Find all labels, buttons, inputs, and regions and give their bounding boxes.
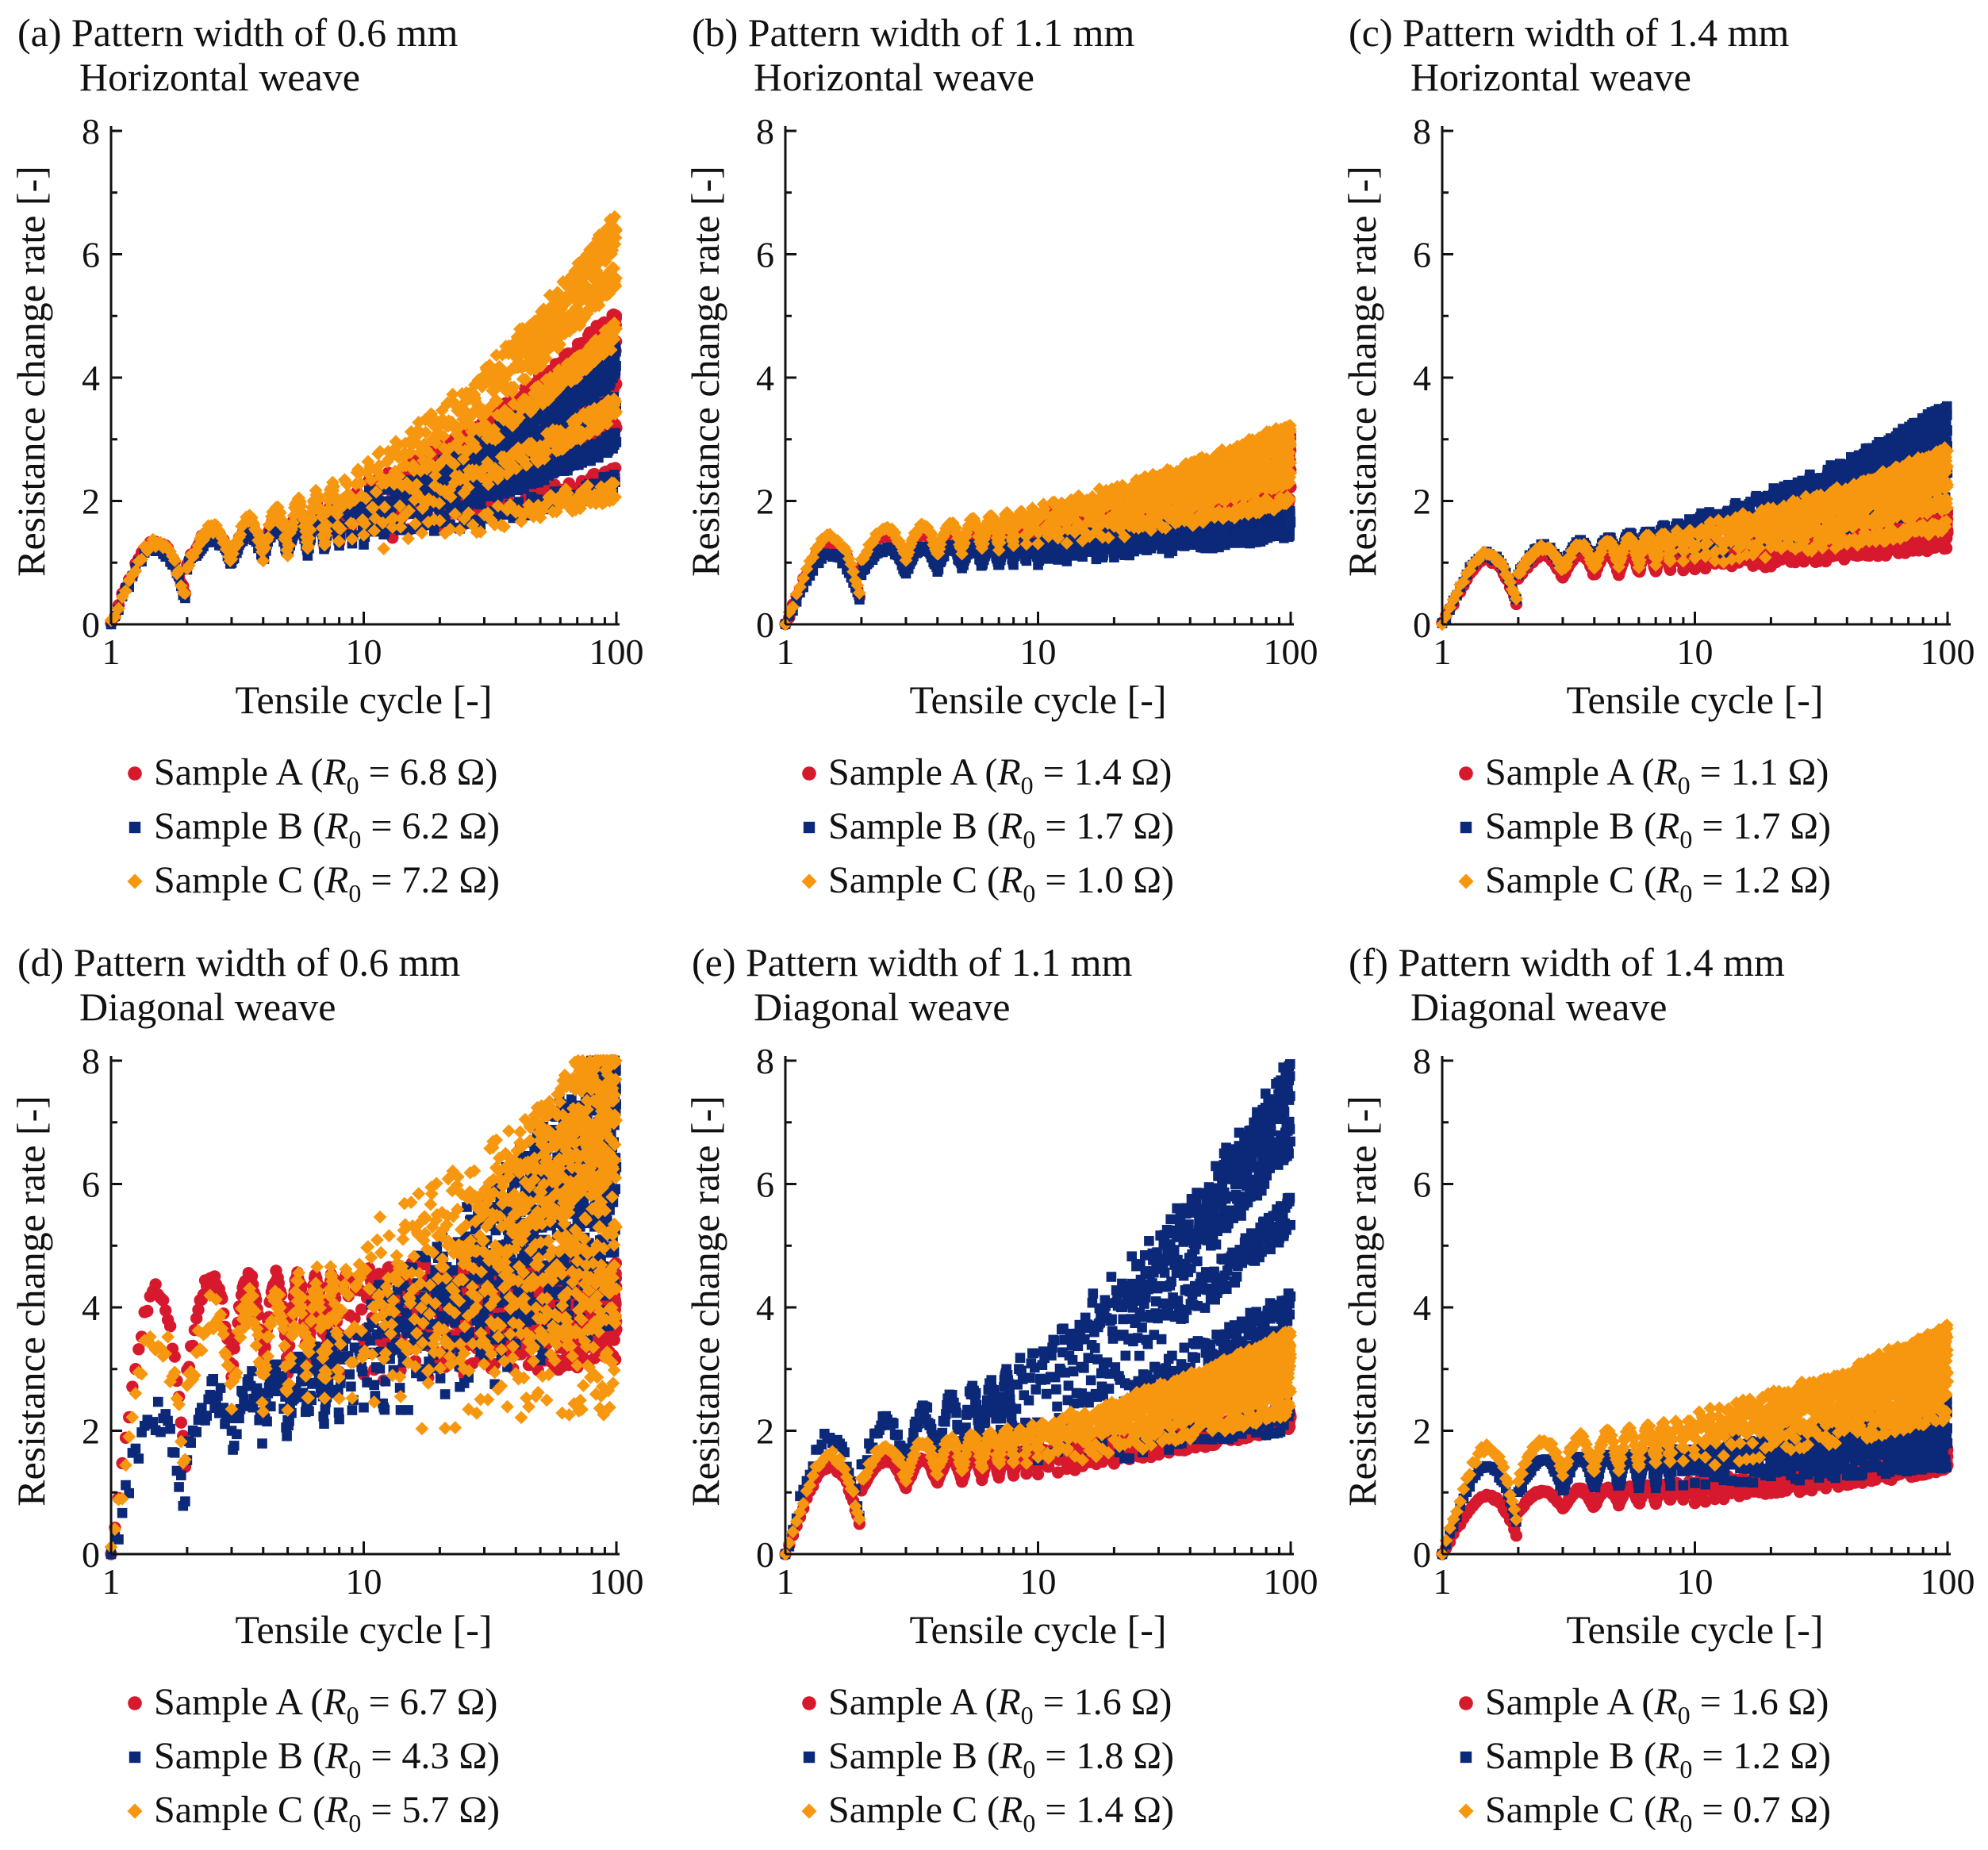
- x-tick-label: 10: [346, 631, 382, 672]
- legend-entry: Sample C (R0 = 7.2 Ω): [127, 859, 500, 908]
- data-point: [611, 437, 622, 447]
- x-tick-label: 1: [102, 631, 121, 672]
- y-tick-label: 6: [82, 235, 100, 275]
- data-point: [127, 873, 143, 889]
- panel-subtitle: Horizontal weave: [79, 55, 360, 99]
- legend-entry: Sample B (R0 = 6.2 Ω): [129, 805, 500, 854]
- data-point: [377, 542, 391, 555]
- y-tick-label: 4: [82, 358, 100, 398]
- scatter-points: [778, 419, 1298, 631]
- data-point: [610, 428, 620, 439]
- y-axis-label: Resistance change rate [-]: [9, 166, 53, 577]
- data-point: [129, 821, 141, 834]
- data-point: [611, 361, 621, 371]
- data-point: [1008, 559, 1019, 570]
- data-point: [128, 766, 142, 781]
- panel-title: (b) Pattern width of 1.1 mm: [692, 10, 1134, 55]
- y-tick-label: 2: [82, 482, 100, 522]
- legend-label: Sample A (R0 = 6.8 Ω): [154, 751, 497, 800]
- legend-label: Sample B (R0 = 6.2 Ω): [154, 805, 500, 854]
- legend: Sample A (R0 = 6.8 Ω) Sample B (R0 = 6.2 …: [127, 751, 500, 908]
- panel-subtitle: Horizontal weave: [754, 55, 1034, 99]
- panel-title: (a) Pattern width of 0.6 mm: [17, 10, 459, 55]
- y-tick-label: 0: [82, 605, 100, 645]
- x-axis-label: Tensile cycle [-]: [235, 677, 492, 722]
- y-tick-label: 8: [82, 111, 100, 152]
- legend-entry: Sample A (R0 = 6.8 Ω): [128, 751, 497, 800]
- legend-label: Sample C (R0 = 7.2 Ω): [154, 859, 500, 908]
- scatter-points: [104, 209, 624, 630]
- x-tick-label: 100: [589, 631, 644, 672]
